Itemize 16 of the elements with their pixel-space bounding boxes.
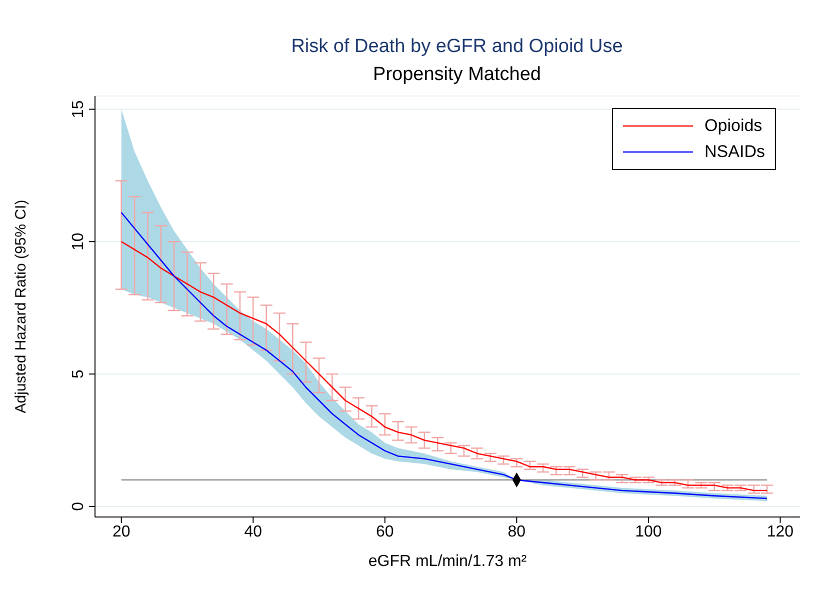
x-tick-label: 60 <box>376 523 394 540</box>
y-axis-title: Adjusted Hazard Ratio (95% CI) <box>12 200 30 414</box>
x-tick-label: 100 <box>635 523 662 540</box>
legend-label: NSAIDs <box>704 142 765 162</box>
x-tick-label: 80 <box>508 523 526 540</box>
x-tick-label: 20 <box>112 523 130 540</box>
x-tick-label: 120 <box>766 523 794 540</box>
y-tick-label: 10 <box>70 232 87 251</box>
legend-label: Opioids <box>704 116 762 136</box>
y-tick-label: 0 <box>70 502 87 511</box>
chart-title: Risk of Death by eGFR and Opioid Use <box>290 35 624 58</box>
chart-subtitle: Propensity Matched <box>372 63 542 86</box>
y-tick-label: 15 <box>70 100 87 118</box>
x-tick-label: 40 <box>244 523 262 540</box>
x-axis-title: eGFR mL/min/1.73 m² <box>368 553 528 570</box>
y-tick-label: 5 <box>70 369 87 378</box>
